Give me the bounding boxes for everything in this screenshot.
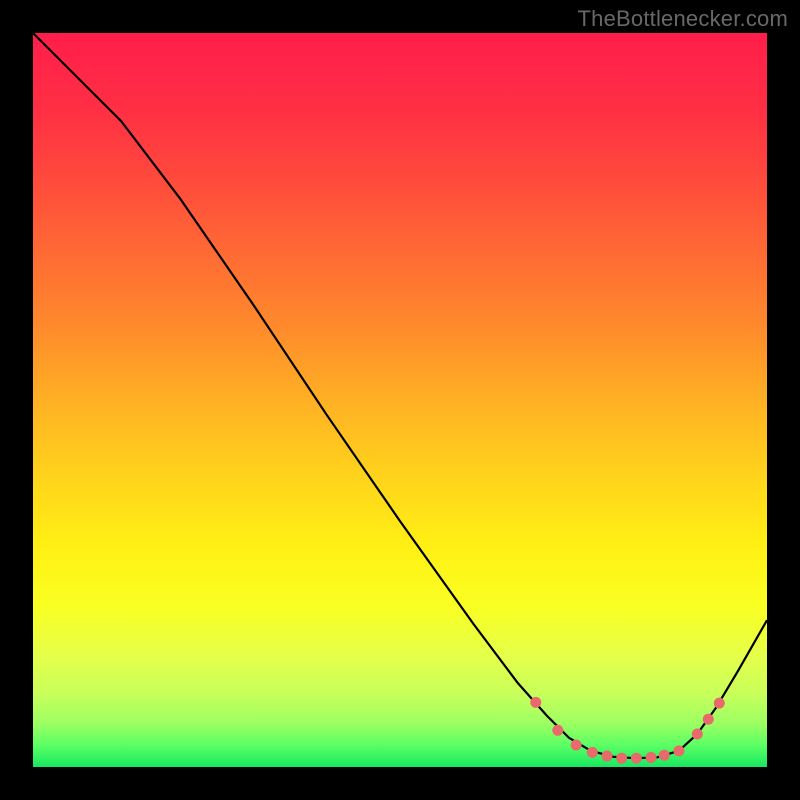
marker-point	[530, 697, 541, 708]
marker-point	[601, 750, 612, 761]
marker-point	[552, 725, 563, 736]
marker-point	[673, 745, 684, 756]
chart-container: TheBottlenecker.com	[0, 0, 800, 800]
marker-point	[616, 753, 627, 764]
marker-point	[571, 739, 582, 750]
marker-point	[646, 752, 657, 763]
marker-point	[587, 747, 598, 758]
plot-background	[33, 33, 767, 767]
marker-point	[631, 753, 642, 764]
marker-point	[703, 714, 714, 725]
marker-point	[692, 728, 703, 739]
marker-point	[659, 750, 670, 761]
bottleneck-chart	[0, 0, 800, 800]
watermark-label: TheBottlenecker.com	[578, 6, 788, 32]
marker-point	[714, 698, 725, 709]
